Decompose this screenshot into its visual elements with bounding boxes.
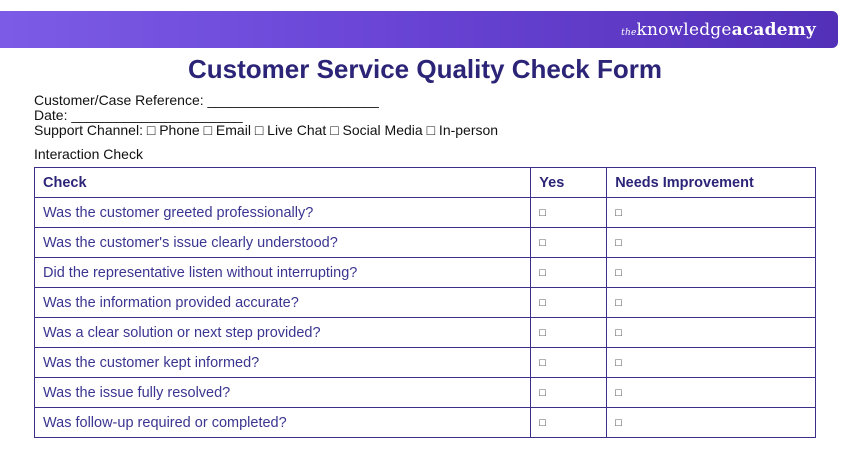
page-title: Customer Service Quality Check Form bbox=[188, 54, 662, 84]
interaction-check-table: Check Yes Needs Improvement Was the cust… bbox=[33, 167, 816, 438]
needs-improvement-checkbox[interactable]: □ bbox=[606, 257, 816, 288]
table-row: Was the issue fully resolved? □ □ bbox=[33, 377, 816, 408]
table-row: Was the customer kept informed? □ □ bbox=[33, 347, 816, 378]
yes-checkbox[interactable]: □ bbox=[530, 317, 608, 348]
section-title: Interaction Check bbox=[34, 146, 143, 162]
needs-improvement-checkbox[interactable]: □ bbox=[606, 377, 816, 408]
header-check: Check bbox=[33, 167, 532, 198]
question-cell: Was the customer greeted professionally? bbox=[33, 197, 532, 228]
question-cell: Was a clear solution or next step provid… bbox=[33, 317, 532, 348]
table-row: Was a clear solution or next step provid… bbox=[33, 317, 816, 348]
reference-field: Customer/Case Reference: _______________… bbox=[34, 92, 379, 108]
yes-checkbox[interactable]: □ bbox=[530, 257, 608, 288]
brand-banner: theknowledgeacademy bbox=[0, 11, 838, 48]
header-needs-improvement: Needs Improvement bbox=[606, 167, 816, 198]
table-row: Was follow-up required or completed? □ □ bbox=[33, 407, 816, 438]
table-row: Was the customer's issue clearly underst… bbox=[33, 227, 816, 258]
header-yes: Yes bbox=[530, 167, 608, 198]
table-row: Was the information provided accurate? □… bbox=[33, 287, 816, 318]
yes-checkbox[interactable]: □ bbox=[530, 377, 608, 408]
needs-improvement-checkbox[interactable]: □ bbox=[606, 347, 816, 378]
brand-logo: theknowledgeacademy bbox=[621, 20, 816, 43]
needs-improvement-checkbox[interactable]: □ bbox=[606, 227, 816, 258]
needs-improvement-checkbox[interactable]: □ bbox=[606, 407, 816, 438]
needs-improvement-checkbox[interactable]: □ bbox=[606, 317, 816, 348]
yes-checkbox[interactable]: □ bbox=[530, 227, 608, 258]
date-field: Date: ______________________ bbox=[34, 107, 243, 123]
question-cell: Was the information provided accurate? bbox=[33, 287, 532, 318]
table-header-row: Check Yes Needs Improvement bbox=[33, 167, 816, 198]
yes-checkbox[interactable]: □ bbox=[530, 407, 608, 438]
question-cell: Was the issue fully resolved? bbox=[33, 377, 532, 408]
needs-improvement-checkbox[interactable]: □ bbox=[606, 287, 816, 318]
question-cell: Was the customer's issue clearly underst… bbox=[33, 227, 532, 258]
yes-checkbox[interactable]: □ bbox=[530, 347, 608, 378]
yes-checkbox[interactable]: □ bbox=[530, 287, 608, 318]
brand-knowledge: knowledge bbox=[636, 20, 732, 40]
yes-checkbox[interactable]: □ bbox=[530, 197, 608, 228]
needs-improvement-checkbox[interactable]: □ bbox=[606, 197, 816, 228]
question-cell: Was follow-up required or completed? bbox=[33, 407, 532, 438]
support-channel-field: Support Channel: □ Phone □ Email □ Live … bbox=[34, 122, 499, 138]
brand-the: the bbox=[621, 28, 637, 38]
question-cell: Was the customer kept informed? bbox=[33, 347, 532, 378]
brand-academy: academy bbox=[731, 20, 816, 40]
table-row: Was the customer greeted professionally?… bbox=[33, 197, 816, 228]
question-cell: Did the representative listen without in… bbox=[33, 257, 532, 288]
table-row: Did the representative listen without in… bbox=[33, 257, 816, 288]
